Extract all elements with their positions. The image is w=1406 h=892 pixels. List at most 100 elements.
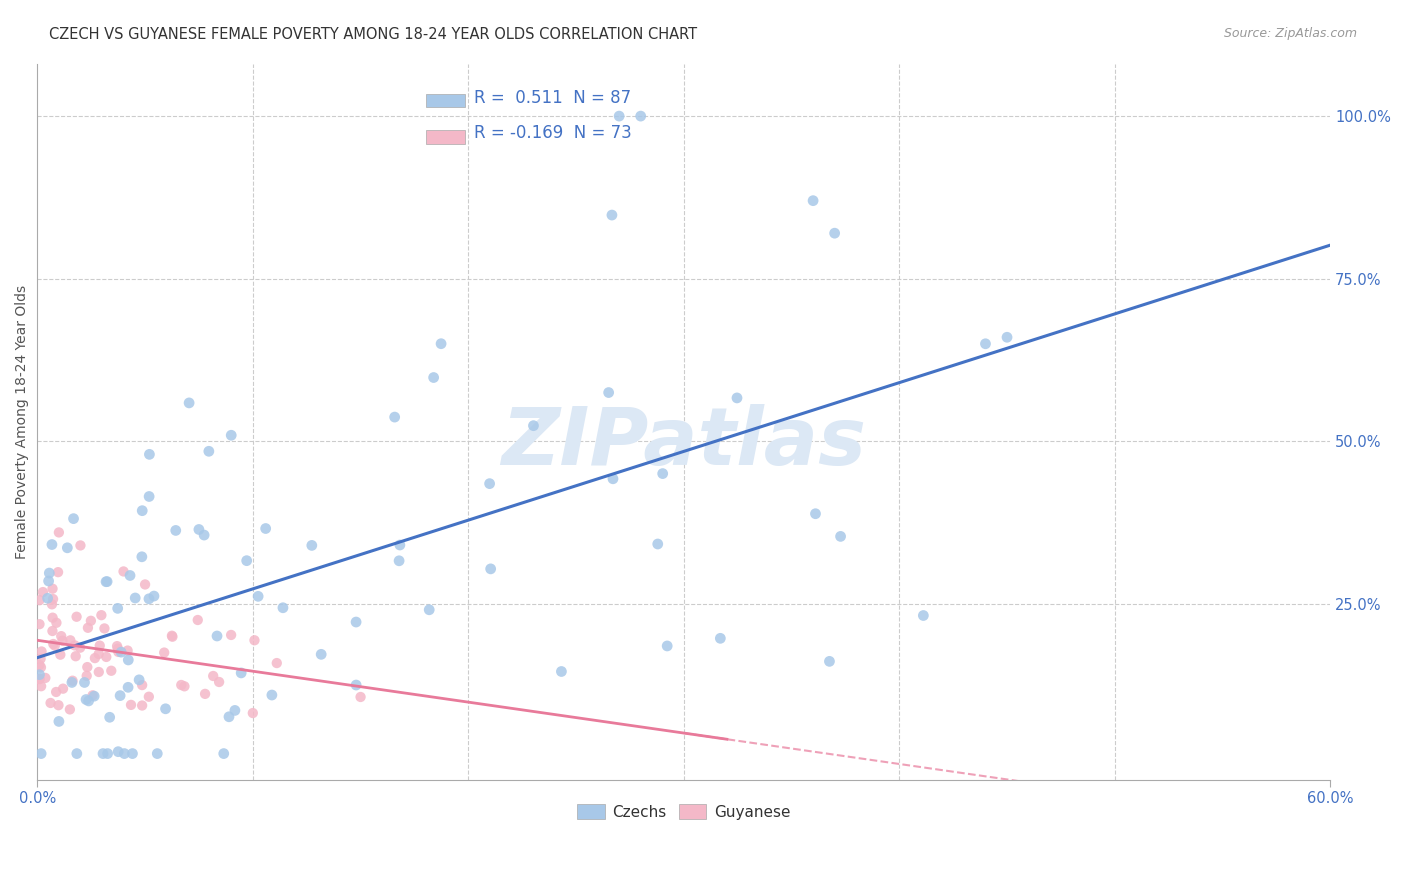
Point [107, 645, 129, 659]
Point [344, 615, 367, 629]
Point [131, 678, 153, 692]
Point [143, 589, 166, 603]
Text: Source: ZipAtlas.com: Source: ZipAtlas.com [1223, 27, 1357, 40]
Point [110, 645, 132, 659]
Point [138, 690, 160, 704]
Point [52, 681, 75, 696]
Point [177, 396, 200, 410]
Point [384, 410, 406, 425]
Point [187, 613, 209, 627]
Point [121, 747, 143, 761]
Point [87, 647, 110, 661]
Point [65, 649, 87, 664]
Point [173, 679, 195, 693]
Point [824, 226, 846, 240]
Point [194, 687, 217, 701]
Point [108, 689, 131, 703]
Point [224, 703, 246, 717]
Point [28, 593, 51, 607]
Point [48, 525, 70, 540]
Point [30, 679, 52, 693]
Point [34, 671, 56, 685]
Y-axis label: Female Poverty Among 18-24 Year Olds: Female Poverty Among 18-24 Year Olds [15, 285, 30, 559]
Point [647, 537, 669, 551]
Point [96, 649, 118, 664]
Point [219, 628, 242, 642]
Text: ZIPatlas: ZIPatlas [502, 404, 866, 483]
Point [165, 524, 187, 538]
Point [309, 648, 332, 662]
Point [202, 669, 225, 683]
Point [28, 617, 51, 632]
Point [349, 690, 371, 704]
Point [247, 590, 270, 604]
Point [271, 600, 294, 615]
Point [388, 554, 411, 568]
Point [59, 633, 82, 648]
Point [254, 522, 277, 536]
Point [138, 447, 160, 461]
Point [804, 507, 827, 521]
Point [107, 745, 129, 759]
Point [41, 610, 63, 624]
Point [28, 672, 51, 686]
Point [344, 678, 367, 692]
Point [602, 472, 624, 486]
Point [30, 660, 52, 674]
Point [76, 669, 98, 683]
Point [995, 330, 1018, 344]
Point [63, 639, 86, 653]
Point [818, 654, 841, 668]
Point [243, 633, 266, 648]
Point [37, 591, 59, 606]
Point [42, 637, 65, 651]
Point [80, 614, 103, 628]
Point [32, 585, 55, 599]
Point [657, 639, 679, 653]
Point [82, 688, 104, 702]
Point [170, 678, 193, 692]
Point [31, 644, 53, 658]
Point [56, 541, 79, 555]
Point [94, 574, 117, 589]
Point [208, 675, 231, 690]
Point [41, 624, 63, 638]
Point [974, 336, 997, 351]
Point [112, 747, 135, 761]
Point [205, 629, 228, 643]
Point [193, 528, 215, 542]
Point [160, 629, 183, 643]
Point [76, 660, 98, 674]
Point [219, 428, 242, 442]
Point [124, 591, 146, 605]
Point [83, 689, 105, 703]
Point [607, 109, 630, 123]
Point [118, 568, 141, 582]
Point [418, 603, 440, 617]
Point [97, 747, 120, 761]
Point [98, 710, 121, 724]
Point [65, 609, 87, 624]
Point [630, 109, 652, 123]
Point [430, 336, 453, 351]
Point [90, 608, 112, 623]
Point [30, 652, 52, 666]
Point [388, 538, 411, 552]
Point [48, 698, 70, 713]
Point [522, 418, 544, 433]
Point [60, 675, 83, 690]
Point [93, 622, 115, 636]
Point [598, 385, 620, 400]
Point [112, 565, 135, 579]
Point [75, 692, 97, 706]
Point [117, 653, 139, 667]
Point [83, 651, 105, 665]
Point [301, 538, 323, 552]
Point [42, 592, 65, 607]
Point [51, 633, 73, 648]
Point [146, 747, 169, 761]
Point [212, 747, 235, 761]
Point [138, 591, 160, 606]
Point [155, 702, 177, 716]
Point [117, 681, 139, 695]
